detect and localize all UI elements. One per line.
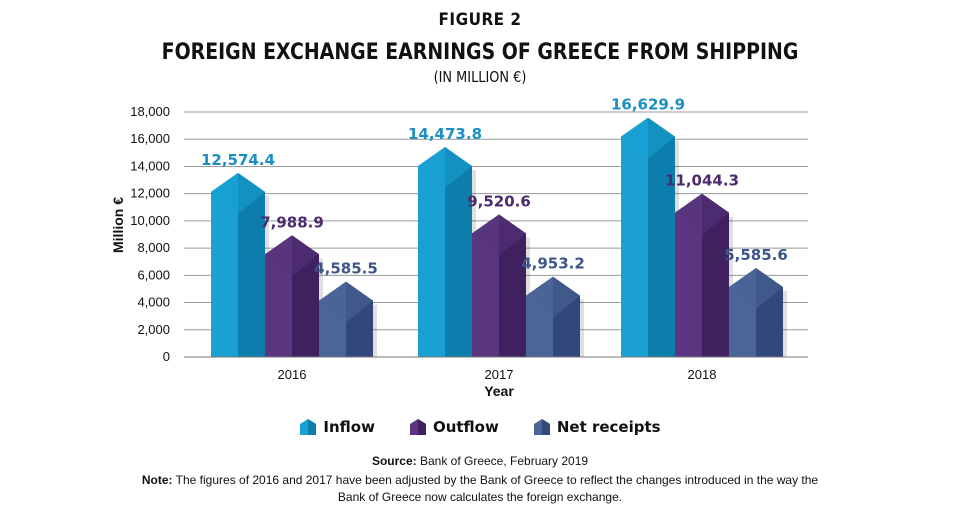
y-tick-label: 0: [163, 349, 170, 364]
y-tick-label: 16,000: [130, 131, 170, 146]
x-tick-label: 2016: [278, 367, 307, 382]
note-text: The figures of 2016 and 2017 have been a…: [175, 473, 819, 504]
legend-label-net-receipts: Net receipts: [556, 418, 661, 436]
x-axis-title: Year: [484, 383, 514, 399]
legend-item-inflow: Inflow: [299, 418, 375, 436]
bar-net-receipts-2017: 4,953.2: [521, 255, 585, 357]
data-label: 12,574.4: [201, 151, 275, 169]
y-tick-label: 2,000: [137, 322, 170, 337]
data-label: 5,585.6: [724, 246, 788, 264]
chart-subtitle: (IN MILLION €): [433, 68, 527, 86]
source-label: Source:: [371, 454, 417, 468]
y-tick-label: 6,000: [137, 267, 170, 282]
data-label: 4,953.2: [521, 255, 585, 273]
source-text: Bank of Greece, February 2019: [419, 454, 589, 468]
figure-label: FIGURE 2: [438, 10, 522, 30]
data-label: 4,585.5: [314, 260, 378, 278]
x-tick-label: 2017: [485, 367, 514, 382]
legend-swatch-outflow: [409, 419, 426, 435]
bar-outflow-2017: 9,520.6: [467, 192, 531, 357]
chart-title: FOREIGN EXCHANGE EARNINGS OF GREECE FROM…: [161, 40, 799, 65]
bar-inflow-2016: 12,574.4: [201, 151, 275, 357]
legend-label-outflow: Outflow: [432, 418, 499, 436]
legend-label-inflow: Inflow: [323, 418, 375, 436]
data-label: 16,629.9: [611, 96, 685, 114]
data-label: 7,988.9: [260, 213, 324, 231]
bar-net-receipts-2016: 4,585.5: [314, 260, 378, 357]
source-line: Source: Bank of Greece, February 2019: [0, 454, 960, 468]
y-tick-label: 18,000: [130, 104, 170, 119]
bar-chart: 0 2,000 4,000 6,000 8,000 10,000 12,000 14,000 1…: [110, 96, 808, 399]
note: Note: The figures of 2016 and 2017 have …: [140, 472, 820, 506]
y-tick-label: 8,000: [137, 240, 170, 255]
legend-swatch-net-receipts: [533, 419, 550, 435]
y-tick-label: 4,000: [137, 295, 170, 310]
y-axis-title: Million €: [110, 197, 126, 253]
bar-inflow-2017: 14,473.8: [408, 125, 482, 357]
x-axis-ticks: 2016 2017 2018: [184, 356, 808, 382]
bar-outflow-2016: 7,988.9: [260, 213, 324, 357]
legend-item-outflow: Outflow: [409, 418, 499, 436]
y-tick-label: 14,000: [130, 158, 170, 173]
y-tick-label: 10,000: [130, 213, 170, 228]
legend-swatch-inflow: [300, 419, 317, 435]
data-label: 14,473.8: [408, 125, 482, 143]
data-label: 9,520.6: [467, 192, 531, 210]
note-label: Note:: [141, 473, 173, 487]
x-tick-label: 2018: [688, 367, 717, 382]
y-axis-ticks: 0 2,000 4,000 6,000 8,000 10,000 12,000 14,000 1…: [130, 104, 170, 364]
bars: 12,574.4 7,988.9 4,585.5 14,473.8 9,520.6 4,9…: [201, 96, 788, 357]
data-label: 11,044.3: [665, 172, 739, 190]
y-tick-label: 12,000: [130, 186, 170, 201]
bar-net-receipts-2018: 5,585.6: [724, 246, 788, 357]
legend-item-net-receipts: Net receipts: [533, 418, 661, 436]
bar-inflow-2018: 16,629.9: [611, 96, 685, 357]
chart-legend: Inflow Outflow Net receipts: [0, 418, 960, 436]
